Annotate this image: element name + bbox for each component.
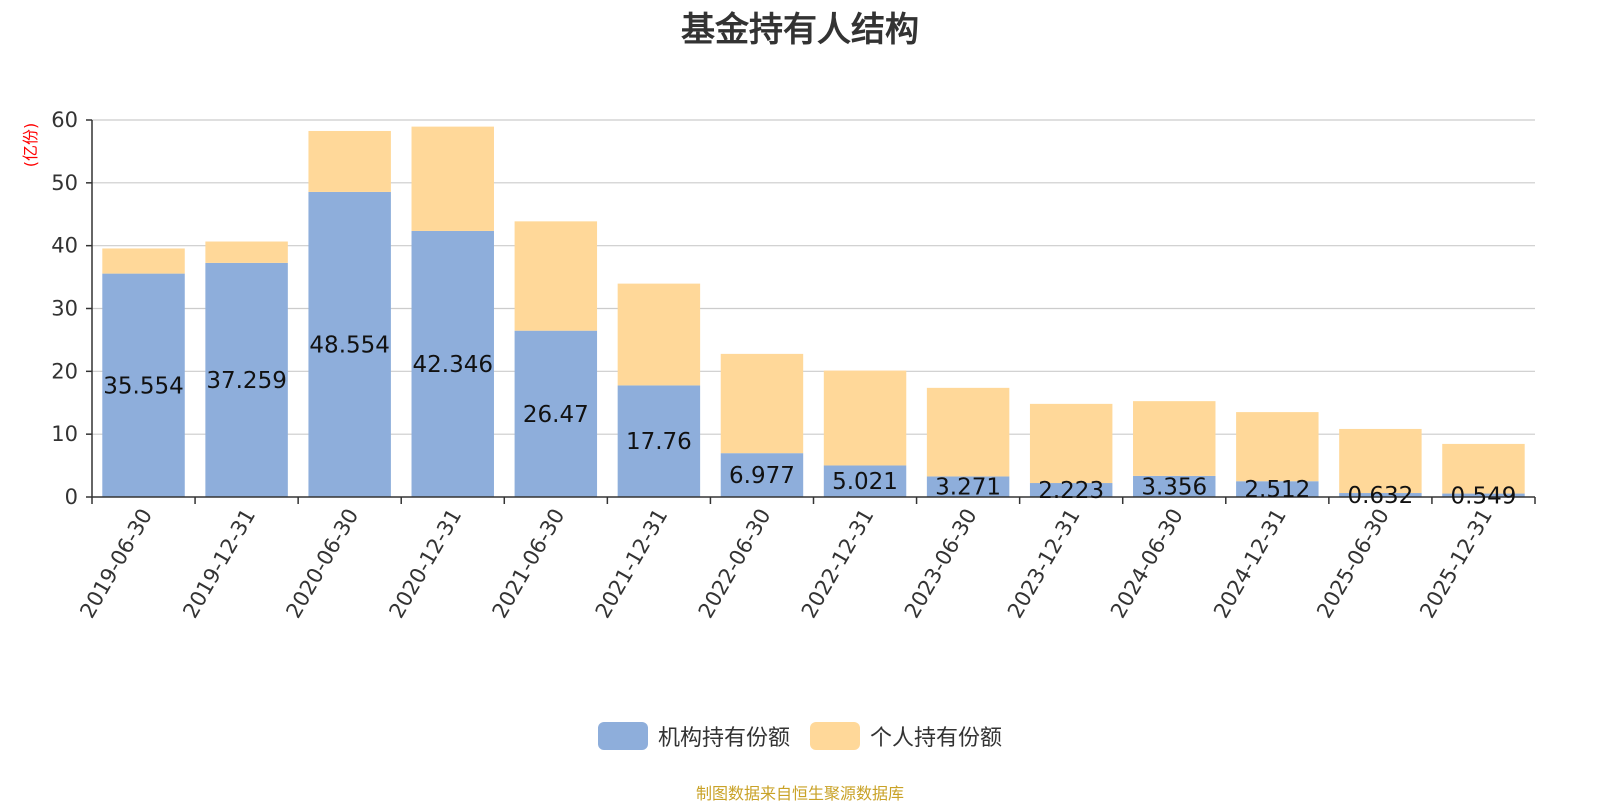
y-tick-label: 0: [65, 485, 78, 509]
bar-value-label: 3.271: [935, 475, 1001, 501]
bar-value-label: 2.223: [1038, 478, 1104, 504]
bar-institutional: [1029, 483, 1113, 497]
bar-labels: 35.554 37.259 48.554 42.346 26.47 17.76 6.977 5…: [103, 332, 1516, 509]
bar-individual: [205, 241, 288, 263]
x-tick-label: 2019-06-30: [75, 505, 157, 623]
y-axis-unit-label: (亿份): [21, 123, 40, 168]
bar-value-label: 48.554: [309, 332, 389, 358]
bar-institutional: [926, 476, 1010, 497]
bar-value-label: 35.554: [103, 373, 183, 399]
bar-institutional: [823, 465, 907, 497]
bar-value-label: 5.021: [832, 469, 898, 495]
x-tick-label: 2020-06-30: [281, 505, 363, 623]
data-source-note: 制图数据来自恒生聚源数据库: [695, 784, 904, 803]
y-tick-label: 30: [51, 297, 78, 321]
bar-individual: [617, 283, 701, 386]
bar-value-label: 3.356: [1141, 474, 1207, 500]
x-tick-label: 2024-12-31: [1209, 505, 1291, 623]
bar-individual: [823, 370, 907, 466]
bar-individual: [1339, 428, 1422, 494]
bar-value-label: 17.76: [626, 429, 692, 455]
x-tick-label: 2022-06-30: [694, 505, 776, 623]
legend-swatch-institutional: [597, 722, 648, 750]
bar-institutional: [102, 273, 185, 497]
x-tick-label: 2020-12-31: [384, 505, 466, 623]
bar-institutional: [720, 453, 804, 497]
legend-item-institutional[interactable]: 机构持有份额: [597, 720, 790, 752]
x-tick-label: 2025-12-31: [1415, 505, 1497, 623]
bar-institutional: [1133, 475, 1216, 497]
legend-item-individual[interactable]: 个人持有份额: [810, 720, 1002, 752]
bar-institutional: [1339, 493, 1422, 497]
x-tick-label: 2025-06-30: [1312, 505, 1394, 623]
bar-institutional: [205, 262, 288, 497]
y-tick-label: 50: [51, 171, 78, 195]
legend-swatch-individual: [810, 722, 860, 750]
bar-individual: [514, 221, 598, 331]
bar-institutional: [617, 385, 701, 497]
bar-individual: [1236, 412, 1319, 482]
bar-value-label: 2.512: [1244, 477, 1310, 503]
bar-institutional: [308, 191, 391, 497]
y-tick-label: 40: [51, 234, 78, 258]
bar-value-label: 26.47: [523, 402, 589, 428]
bar-individual: [720, 353, 804, 454]
bars: [102, 126, 1525, 497]
x-tick-label: 2021-12-31: [591, 505, 673, 623]
bar-individual: [926, 387, 1010, 477]
bar-institutional: [514, 330, 598, 497]
legend-label-institutional: 机构持有份额: [657, 726, 790, 751]
bar-individual: [1442, 443, 1525, 494]
bar-individual: [308, 130, 391, 192]
bar-institutional: [1442, 493, 1525, 497]
y-tick-label: 60: [51, 108, 78, 132]
x-tick-label: 2023-06-30: [900, 505, 982, 623]
x-tick-label: 2019-12-31: [178, 505, 260, 623]
y-tick-label: 10: [51, 422, 78, 446]
bar-value-label: 42.346: [413, 352, 493, 378]
y-tick-label: 20: [51, 359, 78, 383]
bar-individual: [411, 126, 494, 231]
x-tick-label: 2023-12-31: [1003, 505, 1085, 623]
legend: 机构持有份额 个人持有份额: [0, 720, 1600, 752]
bar-individual: [102, 248, 185, 274]
bar-value-label: 0.549: [1451, 483, 1517, 509]
legend-label-individual: 个人持有份额: [870, 726, 1003, 751]
x-tick-label: 2021-06-30: [488, 505, 570, 623]
chart-title: 基金持有人结构: [681, 10, 919, 50]
x-tick-label: 2024-06-30: [1106, 505, 1188, 623]
bar-individual: [1029, 403, 1113, 484]
x-tick-label: 2022-12-31: [797, 505, 879, 623]
bar-value-label: 37.259: [206, 368, 286, 394]
bar-institutional: [1236, 481, 1319, 497]
bar-value-label: 6.977: [729, 463, 795, 489]
bar-value-label: 0.632: [1347, 483, 1413, 509]
bar-individual: [1133, 401, 1216, 476]
bar-institutional: [411, 230, 494, 497]
